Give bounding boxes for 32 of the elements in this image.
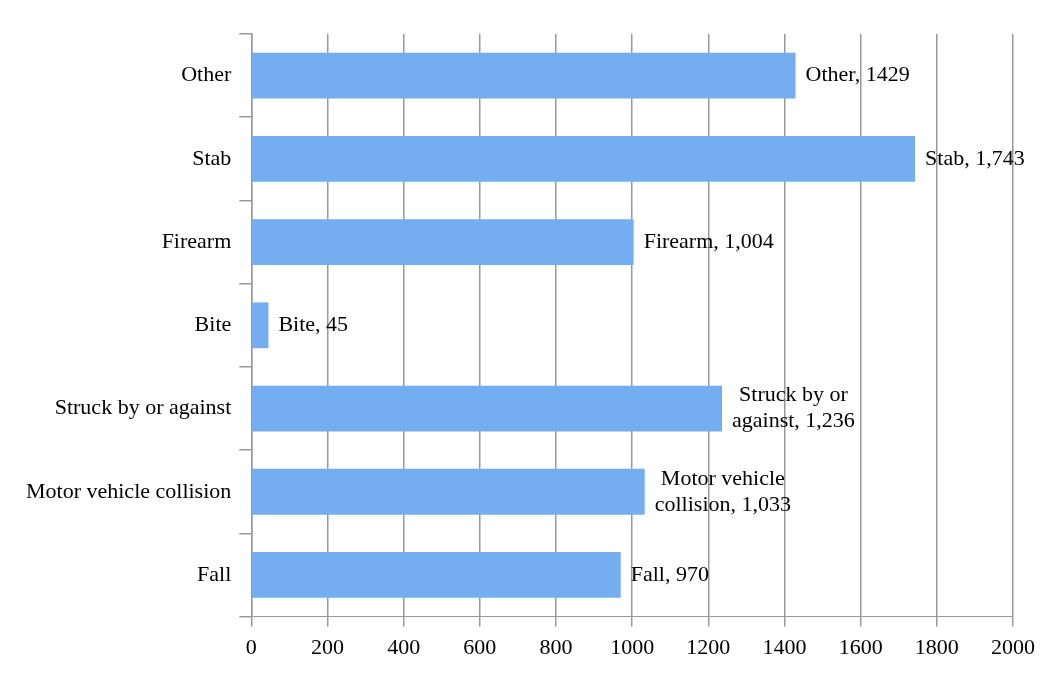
x-tick-label: 1000 — [610, 633, 655, 659]
y-tick-label: Struck by or against — [54, 394, 232, 420]
y-tick-label: Motor vehicle collision — [26, 477, 232, 503]
bar — [252, 135, 916, 182]
y-tick-label: Bite — [194, 311, 232, 337]
x-tick-label: 0 — [245, 633, 257, 659]
data-label: Firearm, 1,004 — [643, 227, 774, 253]
bar — [252, 52, 796, 99]
x-tick-label: 800 — [539, 633, 573, 659]
bar — [252, 219, 634, 265]
x-tick-label: 1800 — [914, 633, 959, 659]
data-label: Struck by or against, 1,236 — [732, 381, 855, 433]
y-tick-label: Firearm — [161, 227, 232, 253]
x-tick-label: 1200 — [686, 633, 731, 659]
data-label: Fall, 970 — [630, 560, 709, 586]
y-tick-label: Other — [181, 61, 232, 87]
x-tick-label: 1600 — [838, 633, 883, 659]
bar — [252, 385, 723, 432]
y-tick-label: Stab — [192, 144, 232, 170]
bar — [252, 468, 645, 515]
x-tick-label: 1400 — [762, 633, 807, 659]
x-tick-label: 2000 — [991, 633, 1035, 659]
data-label: Other, 1429 — [805, 61, 910, 87]
data-label: Bite, 45 — [278, 311, 349, 337]
x-tick-label: 400 — [387, 633, 421, 659]
x-tick-label: 600 — [463, 633, 497, 659]
data-label: Motor vehicle collision, 1,033 — [654, 464, 791, 516]
bar — [252, 302, 269, 349]
x-tick-label: 200 — [310, 633, 344, 659]
bar — [252, 552, 621, 598]
data-label: Stab, 1,743 — [925, 144, 1025, 170]
y-tick-label: Fall — [197, 560, 232, 586]
